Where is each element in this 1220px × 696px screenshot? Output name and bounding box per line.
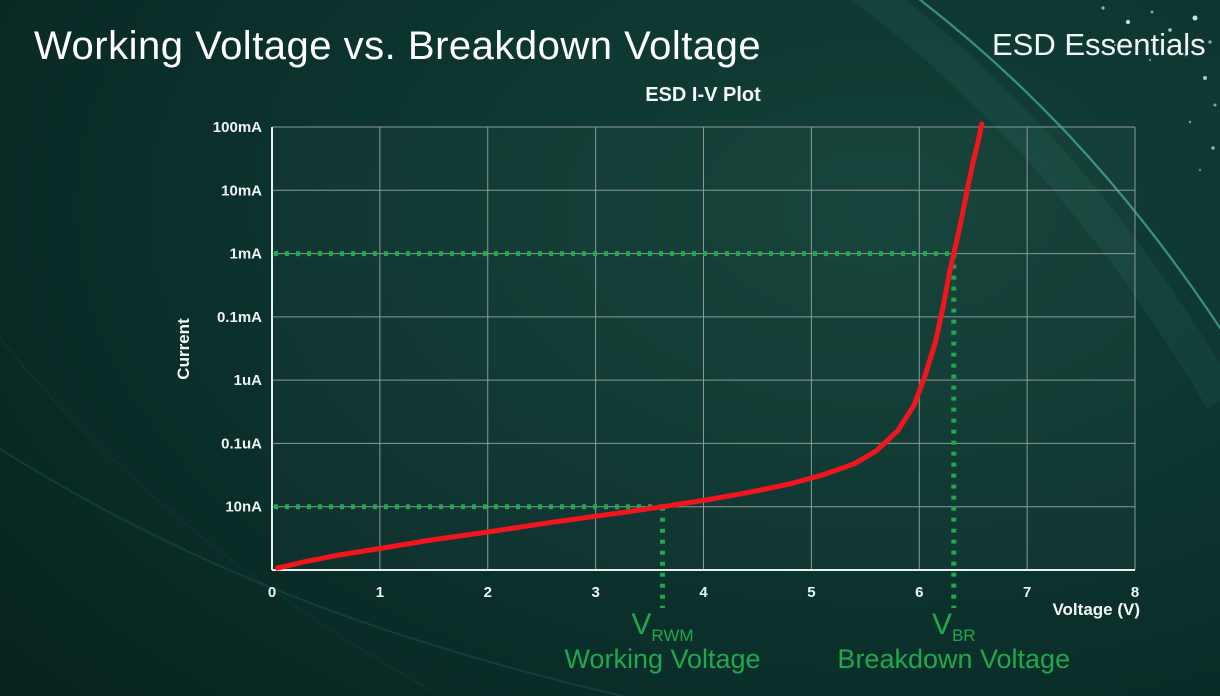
x-tick-label: 5 — [807, 584, 815, 601]
brand-wordmark: ESD Essentials — [992, 27, 1206, 62]
y-tick-label: 10nA — [225, 499, 262, 516]
annotation-caption: Working Voltage — [564, 644, 761, 674]
y-tick-label: 0.1mA — [217, 309, 262, 326]
annotation-v-br: VBR — [931, 608, 976, 645]
x-tick-label: 8 — [1131, 584, 1139, 601]
x-axis-label: Voltage (V) — [1052, 600, 1140, 619]
page-title: Working Voltage vs. Breakdown Voltage — [34, 24, 762, 68]
y-tick-label: 1uA — [234, 372, 263, 389]
annotation-v-rwm: VRWM — [631, 608, 694, 645]
x-tick-label: 4 — [699, 584, 708, 601]
y-tick-label: 100mA — [213, 119, 262, 136]
annotation-caption: Breakdown Voltage — [837, 644, 1071, 674]
y-tick-label: 1mA — [229, 246, 262, 263]
iv-curve — [274, 121, 985, 571]
x-tick-label: 1 — [376, 584, 384, 601]
x-tick-label: 3 — [591, 584, 599, 601]
y-tick-label: 10mA — [221, 182, 262, 199]
y-tick-label: 0.1uA — [221, 435, 262, 452]
x-tick-label: 7 — [1023, 584, 1031, 601]
x-tick-label: 6 — [915, 584, 923, 601]
x-tick-label: 2 — [484, 584, 492, 601]
chart-title: ESD I-V Plot — [645, 84, 761, 106]
x-tick-label: 0 — [268, 584, 276, 601]
